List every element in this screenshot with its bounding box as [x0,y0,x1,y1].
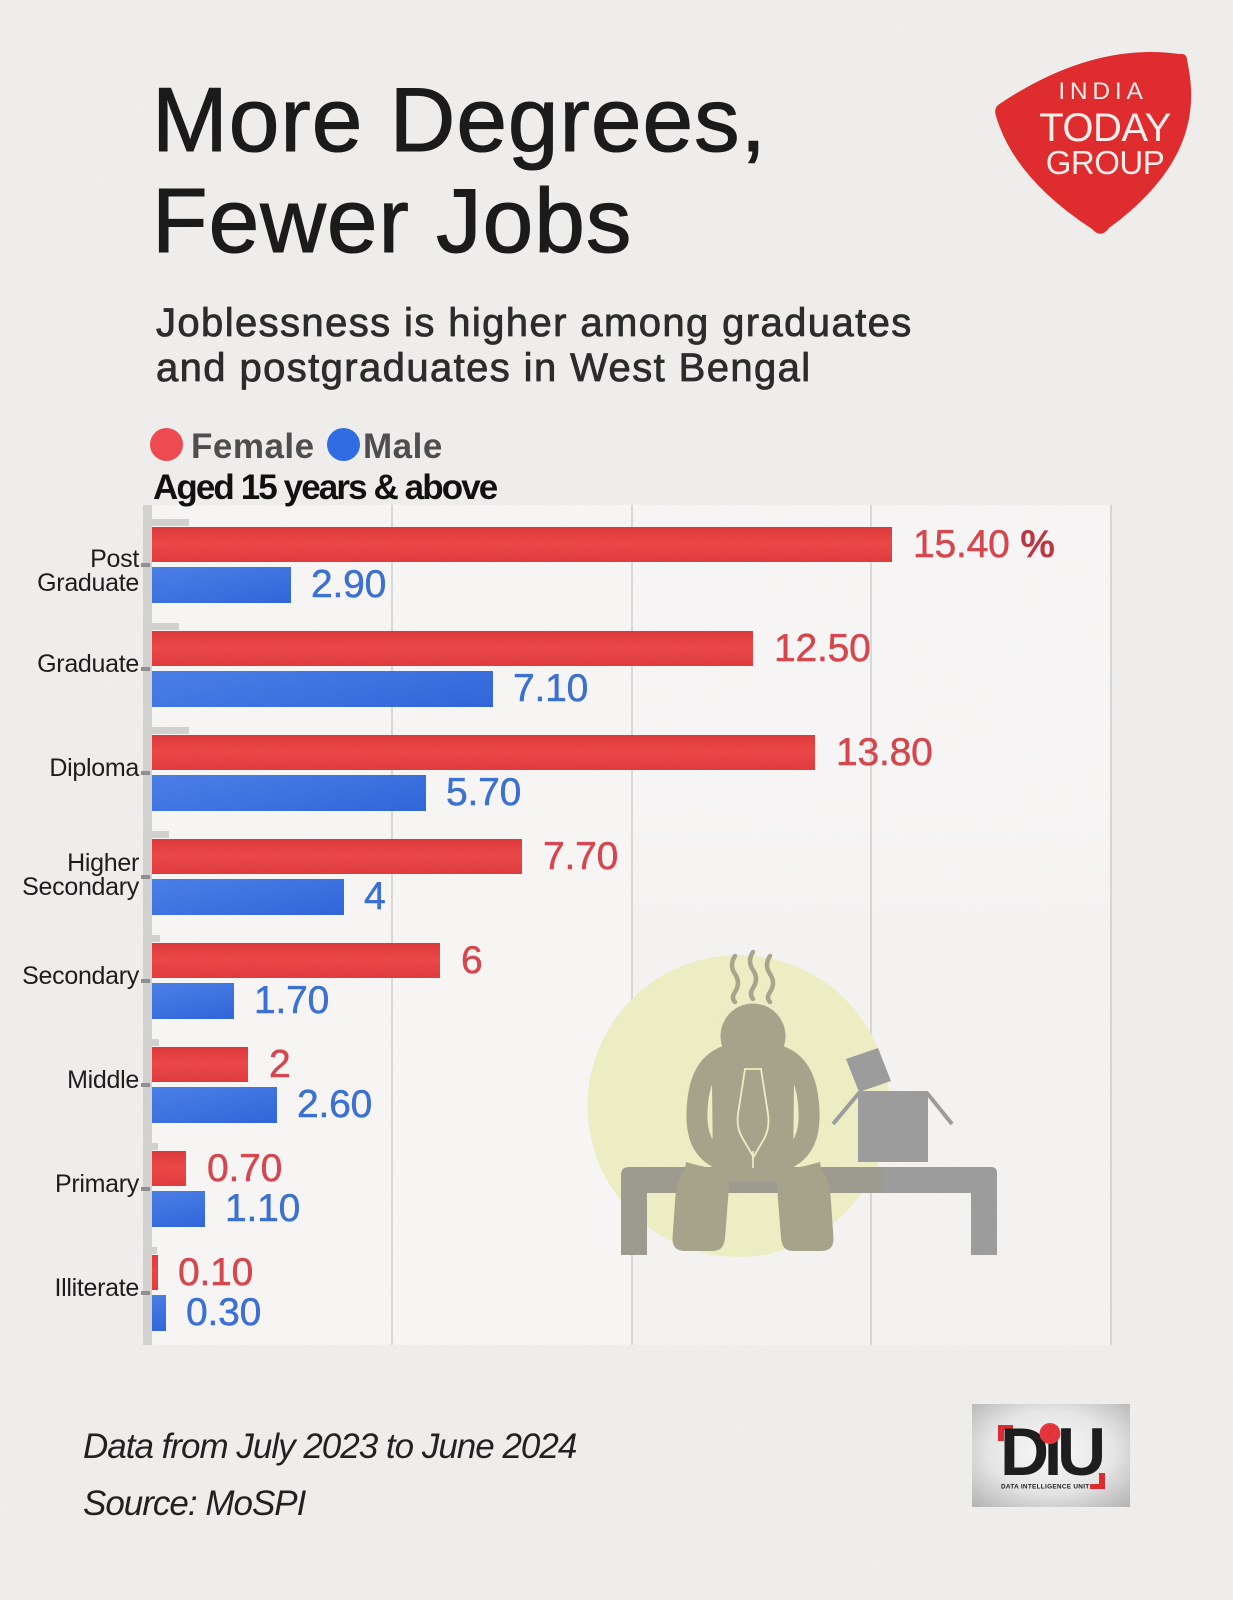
svg-text:INDIA: INDIA [1058,78,1147,105]
svg-text:GROUP: GROUP [1046,144,1165,181]
svg-text:DATA INTELLIGENCE UNIT: DATA INTELLIGENCE UNIT [1001,1484,1090,1491]
